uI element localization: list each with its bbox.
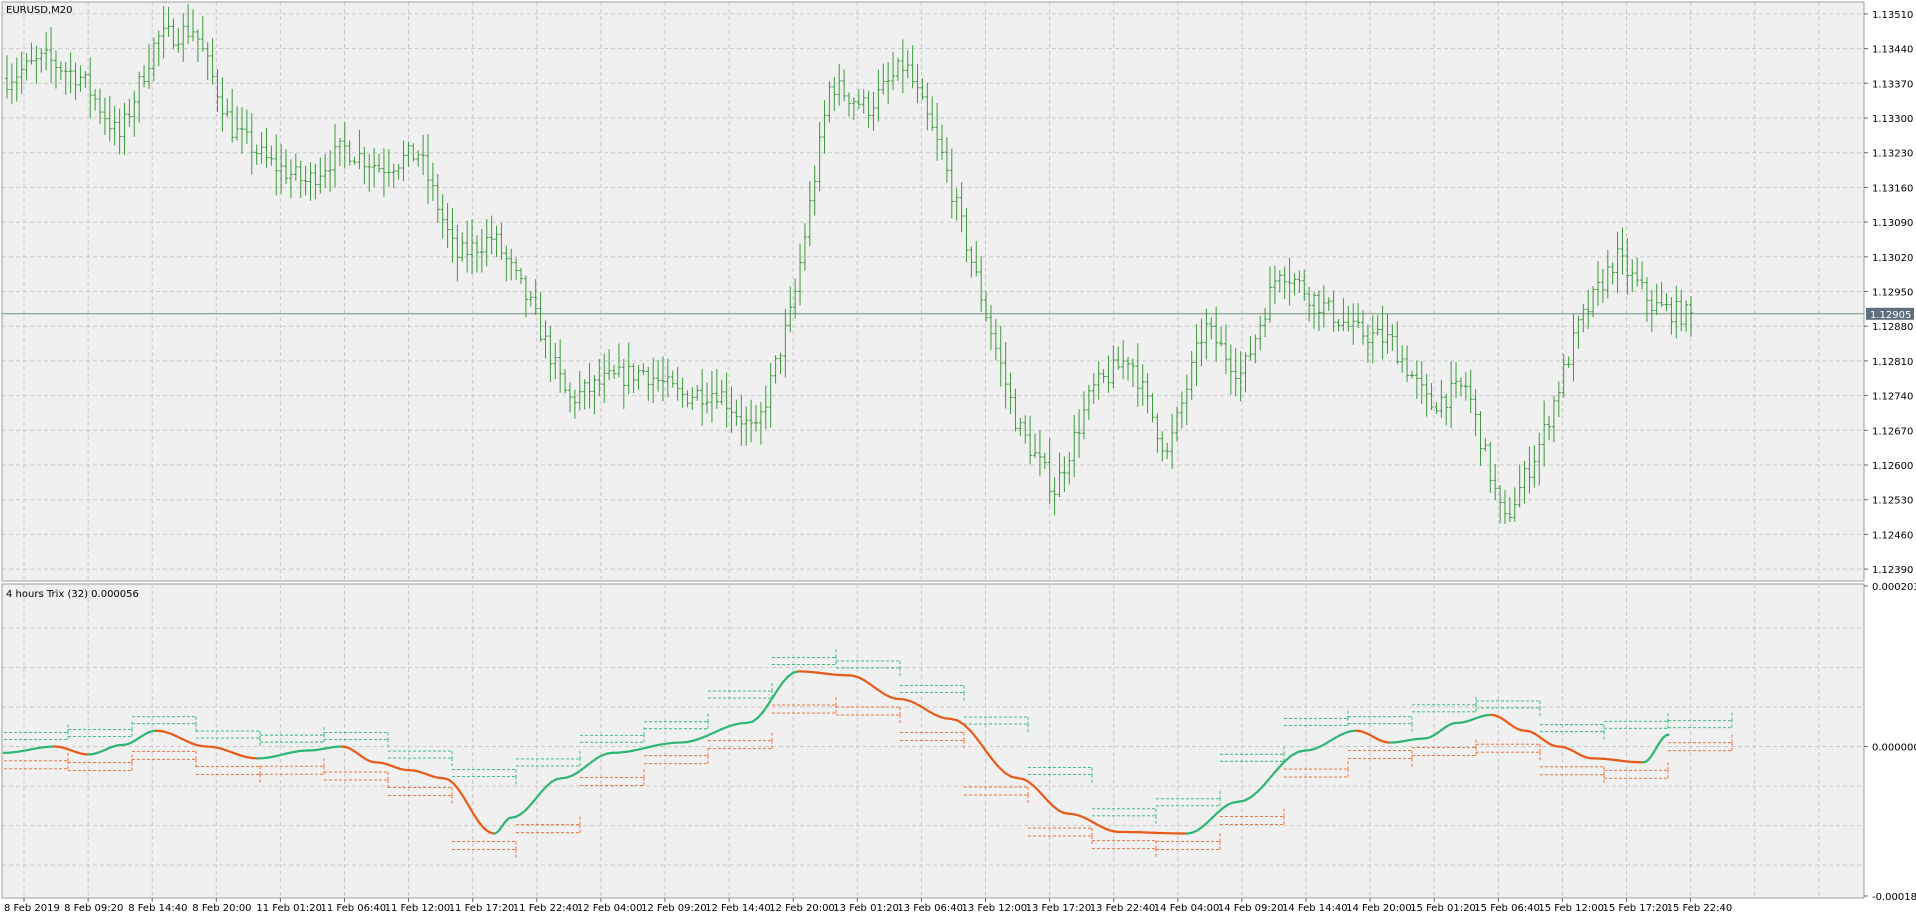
price-axis-label: 1.13020: [1872, 253, 1913, 264]
time-axis-label: 14 Feb 04:00: [1154, 903, 1220, 914]
time-axis-label: 15 Feb 06:40: [1474, 903, 1540, 914]
price-axis-label: 1.12950: [1872, 288, 1913, 299]
indicator-axis-label: -0.000189: [1872, 892, 1916, 903]
price-axis-label: 1.12740: [1872, 392, 1913, 403]
price-axis-label: 1.13370: [1872, 79, 1913, 90]
price-axis-label: 1.13090: [1872, 218, 1913, 229]
indicator-label: 4 hours Trix (32) 0.000056: [6, 589, 139, 600]
time-axis-label: 15 Feb 22:40: [1667, 903, 1733, 914]
price-axis-label: 1.12460: [1872, 530, 1913, 541]
time-axis-label: 15 Feb 17:20: [1603, 903, 1669, 914]
time-axis-label: 14 Feb 20:00: [1346, 903, 1412, 914]
time-axis-label: 13 Feb 01:20: [833, 903, 899, 914]
time-axis-label: 11 Feb 17:20: [449, 903, 515, 914]
time-axis-label: 12 Feb 14:40: [705, 903, 771, 914]
symbol-label: EURUSD,M20: [6, 5, 72, 16]
price-axis-label: 1.12600: [1872, 461, 1913, 472]
price-axis-label: 1.12880: [1872, 322, 1913, 333]
price-axis-label: 1.12530: [1872, 496, 1913, 507]
price-axis-label: 1.13440: [1872, 45, 1913, 56]
trix-segment: [1666, 735, 1669, 736]
time-axis-label: 12 Feb 04:00: [577, 903, 643, 914]
price-axis-label: 1.13300: [1872, 114, 1913, 125]
time-axis-label: 8 Feb 09:20: [64, 903, 123, 914]
indicator-axis-label: 0.000000: [1872, 743, 1916, 754]
time-axis-label: 15 Feb 01:20: [1410, 903, 1476, 914]
price-axis-label: 1.12810: [1872, 357, 1913, 368]
time-axis-label: 13 Feb 12:00: [962, 903, 1028, 914]
time-axis-label: 13 Feb 06:40: [897, 903, 963, 914]
time-axis-label: 11 Feb 12:00: [385, 903, 451, 914]
time-axis-label: 11 Feb 22:40: [513, 903, 579, 914]
price-axis-label: 1.13160: [1872, 183, 1913, 194]
price-axis-label: 1.13510: [1872, 10, 1913, 21]
time-axis-label: 13 Feb 22:40: [1090, 903, 1156, 914]
time-axis-label: 15 Feb 12:00: [1538, 903, 1604, 914]
time-axis-label: 13 Feb 17:20: [1026, 903, 1092, 914]
time-axis-label: 11 Feb 06:40: [321, 903, 387, 914]
indicator-axis-label: 0.000203: [1872, 582, 1916, 593]
time-axis-label: 12 Feb 20:00: [769, 903, 835, 914]
price-axis-label: 1.13230: [1872, 149, 1913, 160]
time-axis-label: 12 Feb 09:20: [641, 903, 707, 914]
time-axis-label: 8 Feb 2019: [4, 903, 60, 914]
time-axis-label: 14 Feb 14:40: [1282, 903, 1348, 914]
current-price-label: 1.12905: [1870, 310, 1911, 321]
time-axis-label: 14 Feb 09:20: [1218, 903, 1284, 914]
time-axis-label: 11 Feb 01:20: [256, 903, 322, 914]
time-axis-label: 8 Feb 14:40: [128, 903, 187, 914]
time-axis-label: 8 Feb 20:00: [192, 903, 251, 914]
price-axis-label: 1.12670: [1872, 426, 1913, 437]
price-axis-label: 1.12390: [1872, 565, 1913, 576]
indicator-panel[interactable]: [2, 584, 1864, 898]
